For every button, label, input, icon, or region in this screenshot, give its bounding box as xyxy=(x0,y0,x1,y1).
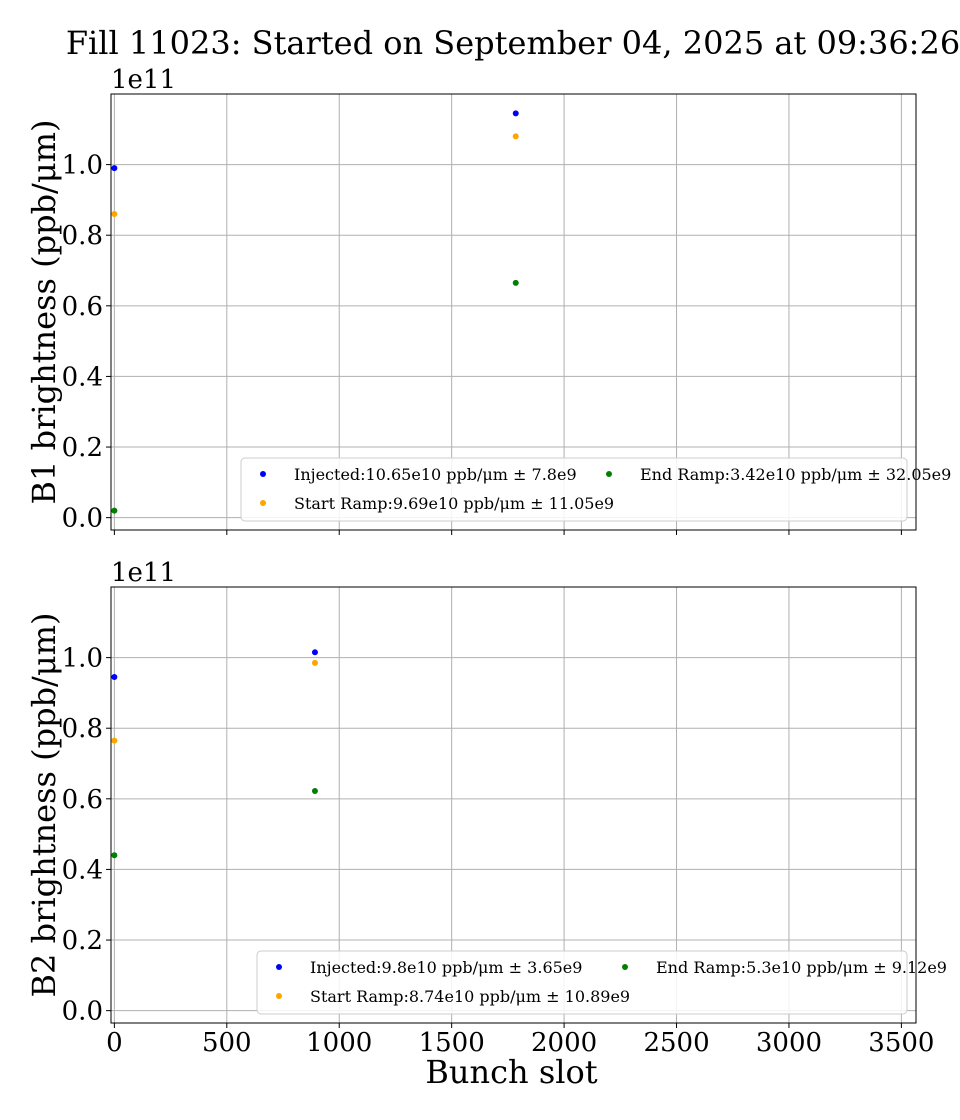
y-tick-label: 0.2 xyxy=(62,433,103,463)
y-tick-label: 0.8 xyxy=(62,221,103,251)
plot-panel-1: 0.0 0.2 0.4 0.6 0.8 1.0 1e11 B1 brightness (ppb… xyxy=(25,65,951,535)
x-tick-label: 1500 xyxy=(419,1028,485,1058)
legend-entry: End Ramp:5.3e10 ppb/μm ± 9.12e9 xyxy=(656,958,947,977)
y-tick-label: 0.6 xyxy=(62,292,103,322)
y-tick-label: 0.4 xyxy=(62,855,103,885)
y-tick-label: 1.0 xyxy=(62,151,103,181)
y-tick-label: 0.0 xyxy=(62,504,103,534)
legend-marker xyxy=(276,993,282,999)
y-axis-label: B1 brightness (ppb/μm) xyxy=(25,120,63,505)
x-tick-label: 3500 xyxy=(868,1028,934,1058)
y-tick-label: 0.4 xyxy=(62,362,103,392)
data-point-series-1 xyxy=(311,649,318,656)
data-point-series-2 xyxy=(111,737,118,744)
data-point-series-1 xyxy=(111,674,118,681)
data-point-series-2 xyxy=(311,659,318,666)
legend-marker xyxy=(606,471,612,477)
legend-box xyxy=(256,950,908,1015)
legend-entry: Injected:9.8e10 ppb/μm ± 3.65e9 xyxy=(310,958,582,977)
legend-marker xyxy=(260,471,266,477)
y-tick-label: 1.0 xyxy=(62,644,103,674)
x-tick-label: 500 xyxy=(202,1028,252,1058)
data-point-series-2 xyxy=(111,211,118,218)
legend-marker xyxy=(622,964,628,970)
figure-title: Fill 11023: Started on September 04, 202… xyxy=(66,24,960,62)
legend-entry: Injected:10.65e10 ppb/μm ± 7.8e9 xyxy=(294,465,577,484)
data-point-series-3 xyxy=(311,788,318,795)
y-tick-label: 0.0 xyxy=(62,997,103,1027)
legend-marker xyxy=(276,964,282,970)
x-axis-label: Bunch slot xyxy=(425,1053,597,1091)
data-point-series-2 xyxy=(512,133,519,140)
legend-entry: Start Ramp:9.69e10 ppb/μm ± 11.05e9 xyxy=(294,494,614,513)
y-tick-label: 0.6 xyxy=(62,785,103,815)
y-tick-label: 0.2 xyxy=(62,926,103,956)
x-tick-label: 2000 xyxy=(531,1028,597,1058)
data-point-series-3 xyxy=(111,852,118,859)
y-offset-label: 1e11 xyxy=(111,558,176,588)
legend-entry: End Ramp:3.42e10 ppb/μm ± 32.05e9 xyxy=(640,465,951,484)
plot-frame xyxy=(110,586,917,1024)
y-tick-label: 0.8 xyxy=(62,714,103,744)
data-point-series-3 xyxy=(111,507,118,514)
y-axis-label: B2 brightness (ppb/μm) xyxy=(25,613,63,998)
x-tick-label: 3000 xyxy=(756,1028,822,1058)
data-point-series-3 xyxy=(512,279,519,286)
data-point-series-1 xyxy=(111,165,118,172)
plot-frame xyxy=(110,93,917,531)
data-point-series-1 xyxy=(512,110,519,117)
legend-marker xyxy=(260,500,266,506)
plot-panel-2: 0 500 1000 1500 2000 2500 3000 3500 0.0 0.2 0.4 0.6… xyxy=(25,558,947,1091)
x-tick-label: 2500 xyxy=(643,1028,709,1058)
x-tick-label: 0 xyxy=(106,1028,123,1058)
legend-entry: Start Ramp:8.74e10 ppb/μm ± 10.89e9 xyxy=(310,987,630,1006)
legend-box xyxy=(240,457,908,522)
x-tick-label: 1000 xyxy=(306,1028,372,1058)
y-offset-label: 1e11 xyxy=(111,65,176,95)
